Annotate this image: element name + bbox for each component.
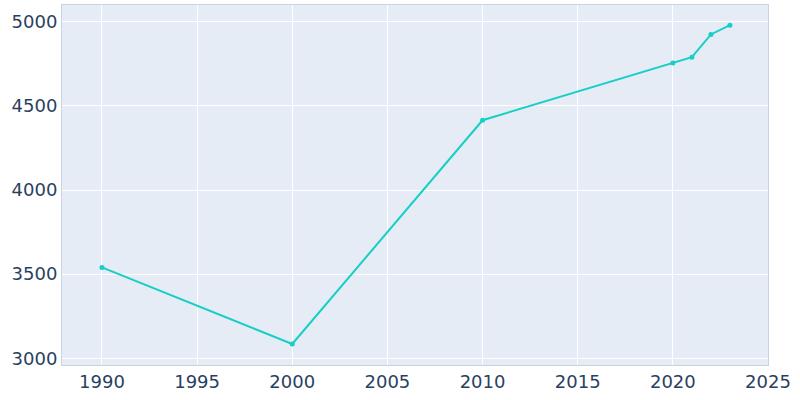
svg-text:3000: 3000 [12,348,58,369]
svg-text:5000: 5000 [12,11,58,32]
svg-text:2005: 2005 [365,371,411,392]
svg-text:1990: 1990 [79,371,125,392]
svg-text:2015: 2015 [555,371,601,392]
svg-text:2020: 2020 [650,371,696,392]
svg-text:2025: 2025 [745,371,791,392]
svg-text:3500: 3500 [12,263,58,284]
svg-text:4000: 4000 [12,179,58,200]
svg-text:4500: 4500 [12,95,58,116]
svg-text:2010: 2010 [460,371,506,392]
svg-text:2000: 2000 [269,371,315,392]
svg-text:1995: 1995 [174,371,220,392]
